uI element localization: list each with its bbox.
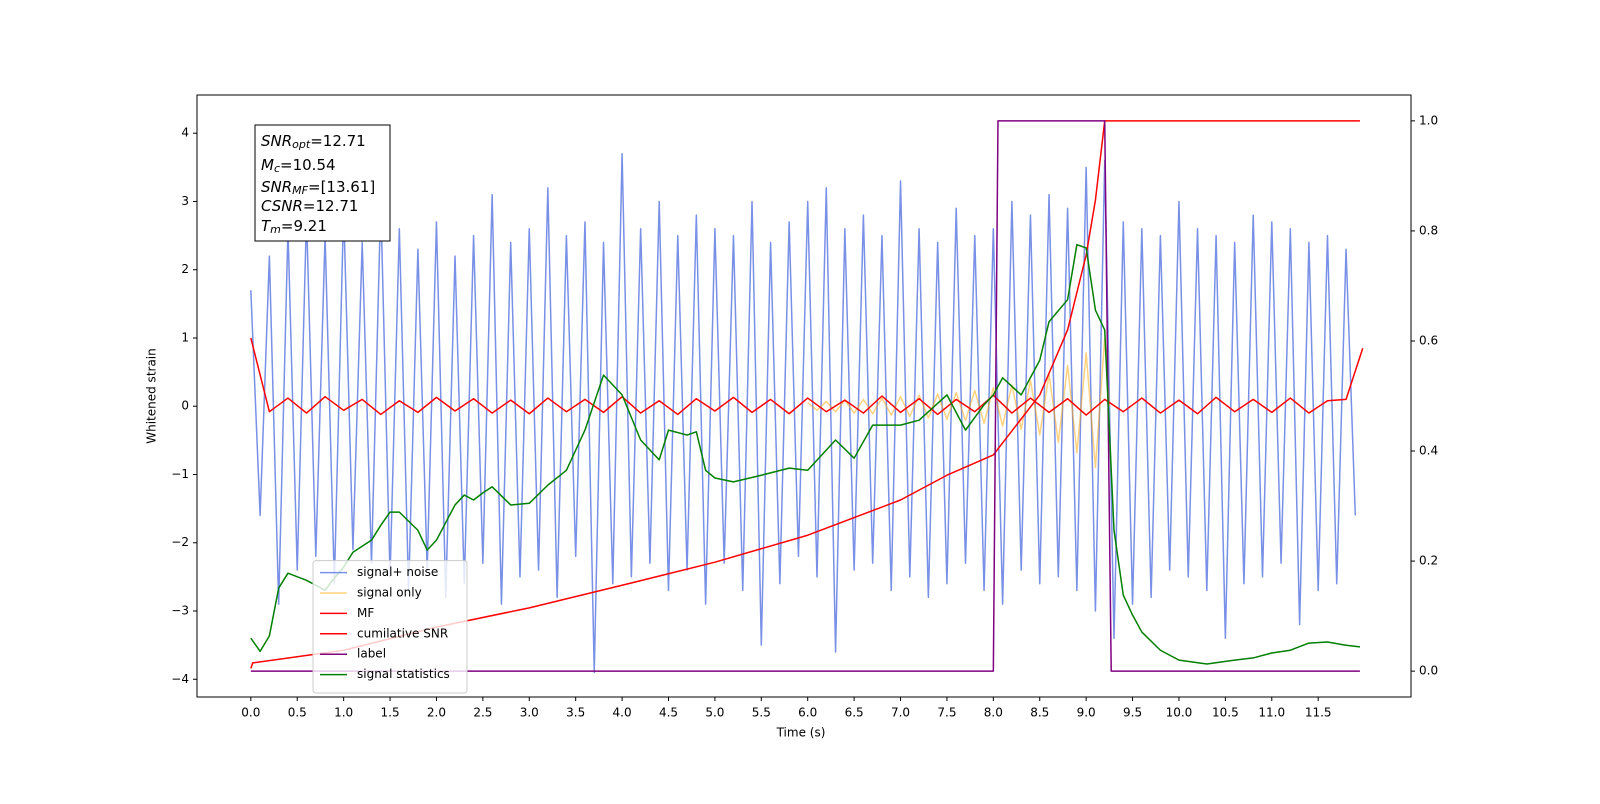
axes: 0.0 0.5 1.0 1.5 2.0 2.5 3.0 3.5 4.0 4.5 5.0 5.5 6.0 6… xyxy=(171,113,1438,719)
x-tick-label: 7.5 xyxy=(937,706,956,720)
annotation-rest: =10.54 xyxy=(280,156,336,174)
legend-label: signal+ noise xyxy=(357,565,438,579)
x-tick-label: 5.5 xyxy=(752,706,771,720)
x-tick-label: 9.5 xyxy=(1123,706,1142,720)
x-tick-label: 11.0 xyxy=(1258,706,1285,720)
x-tick-label: 10.5 xyxy=(1212,706,1239,720)
x-tick-label: 0.5 xyxy=(288,706,307,720)
x-tick-label: 3.0 xyxy=(520,706,539,720)
x-tick-label: 6.5 xyxy=(845,706,864,720)
annotation-main: SNR xyxy=(261,178,292,196)
annotation-main: SNR xyxy=(261,132,292,150)
axes-frame xyxy=(196,94,1412,698)
annotation-line: Mc=10.54 xyxy=(261,156,336,176)
x-tick-label: 8.5 xyxy=(1030,706,1049,720)
x-tick-label: 1.0 xyxy=(334,706,353,720)
y-tick-label: 1 xyxy=(181,330,189,344)
x-tick-label: 9.0 xyxy=(1077,706,1096,720)
x-tick-label: 6.0 xyxy=(798,706,817,720)
annotation-main: T xyxy=(261,217,272,235)
x-tick-label: 4.5 xyxy=(659,706,678,720)
legend-label: MF xyxy=(357,606,374,620)
y2-tick-label: 0.0 xyxy=(1419,664,1438,678)
y2-tick-label: 0.2 xyxy=(1419,554,1438,568)
y-tick-label: 4 xyxy=(181,126,189,140)
x-tick-label: 4.0 xyxy=(613,706,632,720)
annotation-sub: c xyxy=(274,162,280,175)
annotation-line: SNRMF=[13.61] xyxy=(261,178,375,198)
x-tick-label: 2.0 xyxy=(427,706,446,720)
y-axis-label: Whitened strain xyxy=(145,348,159,444)
legend: signal+ noise signal only MF cumilative SNR… xyxy=(312,560,468,694)
annotation-line: Tm=9.21 xyxy=(261,217,327,237)
series-line xyxy=(250,337,1364,416)
annotation-rest: =9.21 xyxy=(281,217,327,235)
x-tick-label: 7.0 xyxy=(891,706,910,720)
y-tick-label: −1 xyxy=(171,467,189,481)
y2-tick-label: 0.4 xyxy=(1419,444,1438,458)
annotation-line: CSNR=12.71 xyxy=(261,197,358,215)
y-tick-label: −4 xyxy=(171,672,189,686)
y2-tick-label: 1.0 xyxy=(1419,113,1438,127)
annotation-frame xyxy=(254,124,391,242)
annotation-rest: =12.71 xyxy=(303,197,359,215)
x-tick-label: 0.0 xyxy=(241,706,260,720)
x-tick-label: 2.5 xyxy=(473,706,492,720)
legend-label: cumilative SNR xyxy=(357,626,448,640)
series-line xyxy=(250,120,1360,672)
legend-frame xyxy=(312,560,468,694)
x-tick-label: 8.0 xyxy=(984,706,1003,720)
y-tick-label: 3 xyxy=(181,194,189,208)
y2-tick-label: 0.8 xyxy=(1419,223,1438,237)
legend-label: signal statistics xyxy=(357,667,450,681)
x-tick-label: 10.0 xyxy=(1166,706,1193,720)
y-tick-label: −2 xyxy=(171,535,189,549)
y-tick-label: −3 xyxy=(171,604,189,618)
legend-label: signal only xyxy=(357,586,422,600)
series-line xyxy=(250,152,1357,674)
annotation-rest: =12.71 xyxy=(310,132,366,150)
x-tick-label: 1.5 xyxy=(381,706,400,720)
legend-label: label xyxy=(357,647,386,661)
annotation-box: SNRopt=12.71Mc=10.54SNRMF=[13.61]CSNR=12… xyxy=(254,124,391,242)
annotation-sub: opt xyxy=(292,138,311,151)
y-tick-label: 2 xyxy=(181,262,189,276)
y-tick-label: 0 xyxy=(181,399,189,413)
annotation-sub: MF xyxy=(292,184,308,197)
x-tick-label: 3.5 xyxy=(566,706,585,720)
y2-tick-label: 0.6 xyxy=(1419,333,1438,347)
annotation-line: SNRopt=12.71 xyxy=(261,132,366,152)
annotation-main: CSNR xyxy=(261,197,303,215)
series-line xyxy=(250,243,1361,665)
annotation-main: M xyxy=(261,156,274,174)
series-line xyxy=(807,337,1111,469)
annotation-sub: m xyxy=(270,223,281,236)
x-tick-label: 5.0 xyxy=(705,706,724,720)
annotation-rest: =[13.61] xyxy=(308,178,375,196)
x-tick-label: 11.5 xyxy=(1305,706,1332,720)
x-axis-label: Time (s) xyxy=(776,726,826,740)
